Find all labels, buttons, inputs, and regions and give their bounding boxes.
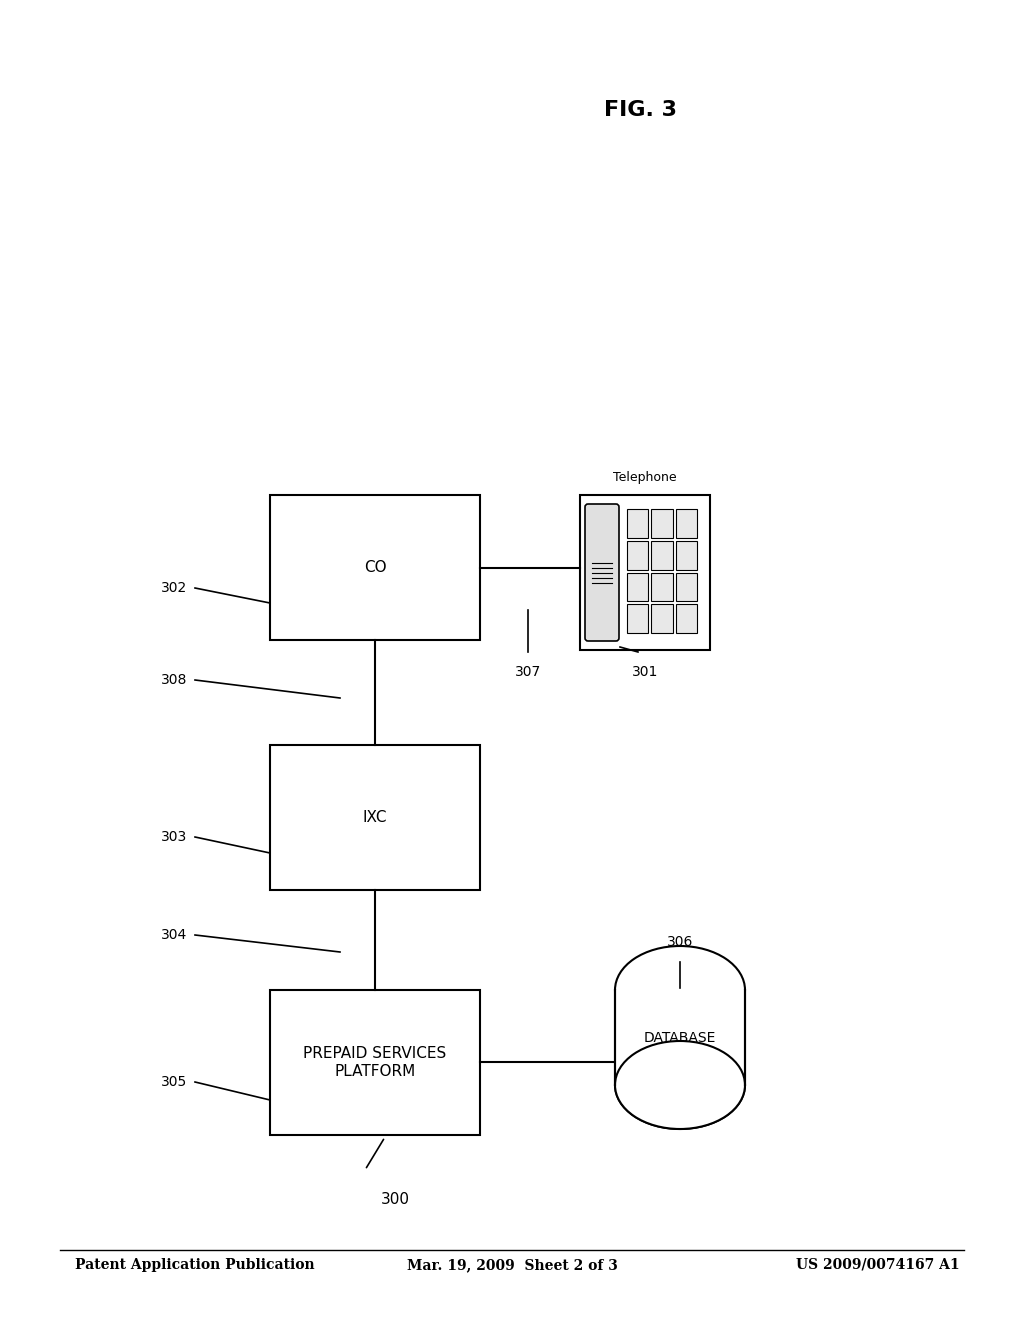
Bar bbox=[651, 605, 673, 634]
Bar bbox=[270, 990, 480, 1135]
Ellipse shape bbox=[615, 1041, 745, 1129]
Text: Mar. 19, 2009  Sheet 2 of 3: Mar. 19, 2009 Sheet 2 of 3 bbox=[407, 1258, 617, 1272]
Bar bbox=[627, 510, 648, 537]
Text: 302: 302 bbox=[161, 581, 187, 595]
Text: Telephone: Telephone bbox=[613, 470, 677, 483]
Text: 305: 305 bbox=[161, 1074, 187, 1089]
Bar bbox=[651, 573, 673, 601]
Text: 301: 301 bbox=[632, 665, 658, 678]
Bar bbox=[580, 495, 710, 649]
Bar bbox=[627, 541, 648, 569]
Text: 304: 304 bbox=[161, 928, 187, 942]
Text: FIG. 3: FIG. 3 bbox=[603, 100, 677, 120]
Bar bbox=[627, 605, 648, 634]
Bar bbox=[270, 744, 480, 890]
Text: 306: 306 bbox=[667, 935, 693, 949]
Text: US 2009/0074167 A1: US 2009/0074167 A1 bbox=[797, 1258, 961, 1272]
Text: CO: CO bbox=[364, 560, 386, 576]
Text: 300: 300 bbox=[381, 1192, 410, 1208]
Text: PREPAID SERVICES
PLATFORM: PREPAID SERVICES PLATFORM bbox=[303, 1047, 446, 1078]
Text: 308: 308 bbox=[161, 673, 187, 686]
Bar bbox=[676, 573, 697, 601]
Bar bbox=[651, 510, 673, 537]
FancyBboxPatch shape bbox=[585, 504, 618, 642]
Bar bbox=[270, 495, 480, 640]
Bar bbox=[651, 541, 673, 569]
Text: IXC: IXC bbox=[362, 810, 387, 825]
Ellipse shape bbox=[615, 1041, 745, 1129]
Bar bbox=[627, 573, 648, 601]
Bar bbox=[676, 541, 697, 569]
Bar bbox=[676, 510, 697, 537]
Ellipse shape bbox=[615, 946, 745, 1034]
Text: DATABASE: DATABASE bbox=[644, 1031, 716, 1044]
Bar bbox=[616, 990, 744, 1085]
Text: 307: 307 bbox=[515, 665, 541, 678]
Bar bbox=[676, 605, 697, 634]
Text: 303: 303 bbox=[161, 830, 187, 843]
Text: Patent Application Publication: Patent Application Publication bbox=[75, 1258, 314, 1272]
